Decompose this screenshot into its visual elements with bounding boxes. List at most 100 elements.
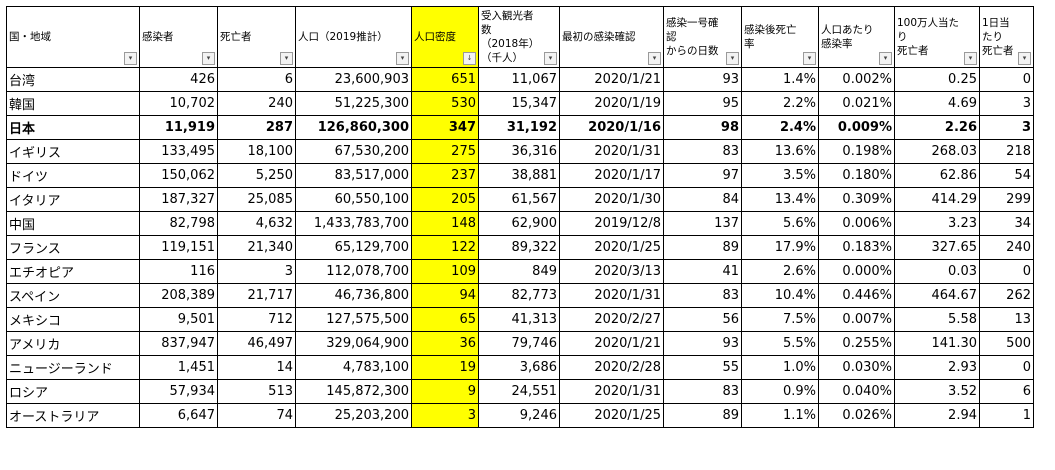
cell-deaths-per-million: 5.58 [894, 307, 980, 332]
cell-tourists: 3,686 [478, 355, 560, 380]
cell-country: スペイン [6, 283, 140, 308]
cell-infection-rate: 0.040% [818, 379, 895, 404]
column-header-daily-deaths: 1日当たり 死亡者 ▾ [979, 6, 1034, 68]
cell-infection-rate: 0.000% [818, 259, 895, 284]
cell-tourists: 11,067 [478, 67, 560, 92]
cell-infection-rate: 0.180% [818, 163, 895, 188]
cell-days: 137 [663, 211, 742, 236]
cell-days: 95 [663, 91, 742, 116]
cell-deaths: 287 [217, 115, 296, 140]
cell-density: 122 [411, 235, 479, 260]
cell-population: 112,078,700 [295, 259, 412, 284]
cell-deaths-per-million: 62.86 [894, 163, 980, 188]
cell-daily-deaths: 54 [979, 163, 1034, 188]
cell-density: 3 [411, 403, 479, 428]
cell-fatality-rate: 5.5% [741, 331, 819, 356]
cell-tourists: 41,313 [478, 307, 560, 332]
cell-first-case: 2020/2/27 [559, 307, 664, 332]
cell-country: 中国 [6, 211, 140, 236]
cell-population: 126,860,300 [295, 115, 412, 140]
cell-infected: 150,062 [139, 163, 218, 188]
cell-first-case: 2020/1/21 [559, 67, 664, 92]
column-header-first-case: 最初の感染確認 ▾ [559, 6, 664, 68]
filter-dropdown-icon[interactable]: ▾ [124, 52, 137, 65]
cell-population: 83,517,000 [295, 163, 412, 188]
cell-fatality-rate: 13.4% [741, 187, 819, 212]
cell-infection-rate: 0.007% [818, 307, 895, 332]
column-header-population: 人口（2019推計） ▾ [295, 6, 412, 68]
cell-population: 65,129,700 [295, 235, 412, 260]
filter-dropdown-icon[interactable]: ▾ [544, 52, 557, 65]
cell-population: 23,600,903 [295, 67, 412, 92]
table-row: ロシア 57,934 513 145,872,300 9 24,551 2020/1/31 8… [6, 379, 1034, 404]
cell-first-case: 2020/1/25 [559, 403, 664, 428]
table-row: イタリア 187,327 25,085 60,550,100 205 61,567 2020… [6, 187, 1034, 212]
filter-dropdown-icon[interactable]: ▾ [803, 52, 816, 65]
cell-deaths-per-million: 3.23 [894, 211, 980, 236]
cell-density: 651 [411, 67, 479, 92]
cell-density: 65 [411, 307, 479, 332]
cell-deaths: 25,085 [217, 187, 296, 212]
table-row: オーストラリア 6,647 74 25,203,200 3 9,246 2020/1/25 8… [6, 403, 1034, 428]
cell-country: メキシコ [6, 307, 140, 332]
cell-tourists: 849 [478, 259, 560, 284]
cell-population: 51,225,300 [295, 91, 412, 116]
cell-density: 237 [411, 163, 479, 188]
cell-infected: 187,327 [139, 187, 218, 212]
cell-first-case: 2020/3/13 [559, 259, 664, 284]
cell-country: 台湾 [6, 67, 140, 92]
cell-fatality-rate: 1.0% [741, 355, 819, 380]
cell-tourists: 79,746 [478, 331, 560, 356]
cell-days: 56 [663, 307, 742, 332]
cell-fatality-rate: 0.9% [741, 379, 819, 404]
filter-dropdown-icon[interactable]: ▾ [202, 52, 215, 65]
table-row: 韓国 10,702 240 51,225,300 530 15,347 2020/1/19 9… [6, 91, 1034, 116]
cell-daily-deaths: 299 [979, 187, 1034, 212]
cell-deaths: 46,497 [217, 331, 296, 356]
cell-infection-rate: 0.021% [818, 91, 895, 116]
header-row: 国・地域 ▾ 感染者 ▾ 死亡者 ▾ 人口（2019推計） ▾ 人口密度 ↓ 受入観光者数 （201… [6, 6, 1034, 68]
cell-tourists: 62,900 [478, 211, 560, 236]
filter-dropdown-icon[interactable]: ▾ [648, 52, 661, 65]
cell-days: 89 [663, 403, 742, 428]
cell-deaths: 18,100 [217, 139, 296, 164]
cell-days: 93 [663, 331, 742, 356]
cell-fatality-rate: 10.4% [741, 283, 819, 308]
cell-first-case: 2020/1/31 [559, 379, 664, 404]
cell-fatality-rate: 2.4% [741, 115, 819, 140]
filter-dropdown-icon[interactable]: ▾ [396, 52, 409, 65]
cell-deaths-per-million: 0.25 [894, 67, 980, 92]
filter-dropdown-icon[interactable]: ▾ [280, 52, 293, 65]
cell-infected: 82,798 [139, 211, 218, 236]
cell-deaths: 513 [217, 379, 296, 404]
table-row: ドイツ 150,062 5,250 83,517,000 237 38,881 2020/1… [6, 163, 1034, 188]
cell-deaths-per-million: 2.93 [894, 355, 980, 380]
cell-first-case: 2019/12/8 [559, 211, 664, 236]
sort-descending-filter-icon[interactable]: ↓ [463, 52, 476, 65]
cell-days: 84 [663, 187, 742, 212]
column-header-label: 人口あたり 感染率 [821, 24, 874, 50]
column-header-label: 死亡者 [220, 31, 252, 43]
cell-population: 127,575,500 [295, 307, 412, 332]
cell-days: 41 [663, 259, 742, 284]
cell-deaths: 21,340 [217, 235, 296, 260]
cell-tourists: 82,773 [478, 283, 560, 308]
cell-deaths: 5,250 [217, 163, 296, 188]
cell-tourists: 36,316 [478, 139, 560, 164]
cell-fatality-rate: 1.1% [741, 403, 819, 428]
filter-dropdown-icon[interactable]: ▾ [879, 52, 892, 65]
cell-fatality-rate: 7.5% [741, 307, 819, 332]
cell-population: 25,203,200 [295, 403, 412, 428]
cell-infected: 10,702 [139, 91, 218, 116]
filter-dropdown-icon[interactable]: ▾ [964, 52, 977, 65]
column-header-label: 国・地域 [9, 31, 51, 43]
cell-infected: 1,451 [139, 355, 218, 380]
column-header-label: 感染一号確認 からの日数 [666, 17, 719, 57]
filter-dropdown-icon[interactable]: ▾ [726, 52, 739, 65]
cell-daily-deaths: 34 [979, 211, 1034, 236]
cell-infection-rate: 0.026% [818, 403, 895, 428]
column-header-deaths: 死亡者 ▾ [217, 6, 296, 68]
filter-dropdown-icon[interactable]: ▾ [1018, 52, 1031, 65]
cell-days: 97 [663, 163, 742, 188]
cell-deaths-per-million: 4.69 [894, 91, 980, 116]
